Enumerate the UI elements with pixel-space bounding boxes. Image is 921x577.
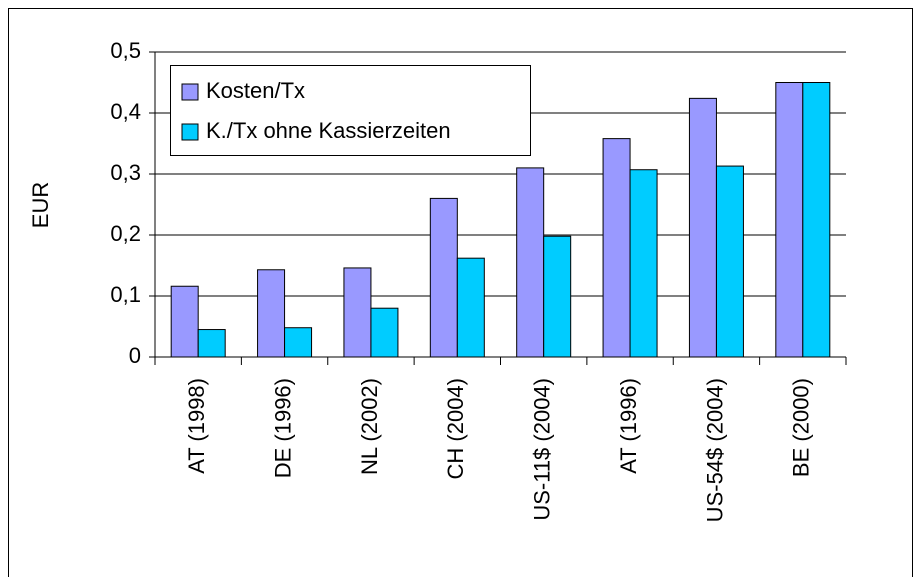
y-tick-label: 0,2: [110, 221, 141, 246]
bar: [456, 257, 485, 358]
legend-swatch: [181, 83, 199, 101]
bar: [257, 269, 286, 358]
bar: [370, 307, 399, 358]
x-tick-label: BE (2000): [789, 378, 814, 477]
bar: [715, 165, 744, 358]
bar: [170, 285, 199, 358]
y-tick-label: 0,4: [110, 99, 141, 124]
bar: [429, 197, 458, 358]
bar: [516, 167, 545, 358]
bar: [343, 267, 372, 358]
x-tick-label: CH (2004): [443, 378, 468, 479]
y-tick-label: 0,5: [110, 38, 141, 63]
bar: [284, 327, 313, 358]
bar: [802, 82, 831, 358]
y-tick-label: 0: [129, 343, 141, 368]
y-tick-label: 0,3: [110, 160, 141, 185]
legend-label: Kosten/Tx: [206, 78, 305, 103]
bar: [197, 329, 226, 358]
x-tick-label: NL (2002): [357, 378, 382, 475]
bar: [688, 97, 717, 358]
x-tick-label: AT (1996): [616, 378, 641, 474]
bar: [629, 169, 658, 358]
x-tick-label: DE (1996): [270, 378, 295, 478]
bar: [543, 235, 572, 358]
y-tick-label: 0,1: [110, 282, 141, 307]
y-axis-label: EUR: [28, 182, 53, 228]
x-tick-label: AT (1998): [184, 378, 209, 474]
x-tick-label: US-11$ (2004): [530, 378, 555, 521]
bar: [602, 138, 631, 358]
legend: [170, 65, 531, 156]
legend-swatch: [181, 123, 199, 141]
legend-label: K./Tx ohne Kassierzeiten: [206, 118, 451, 143]
x-tick-label: US-54$ (2004): [702, 378, 727, 522]
bar: [775, 82, 804, 358]
